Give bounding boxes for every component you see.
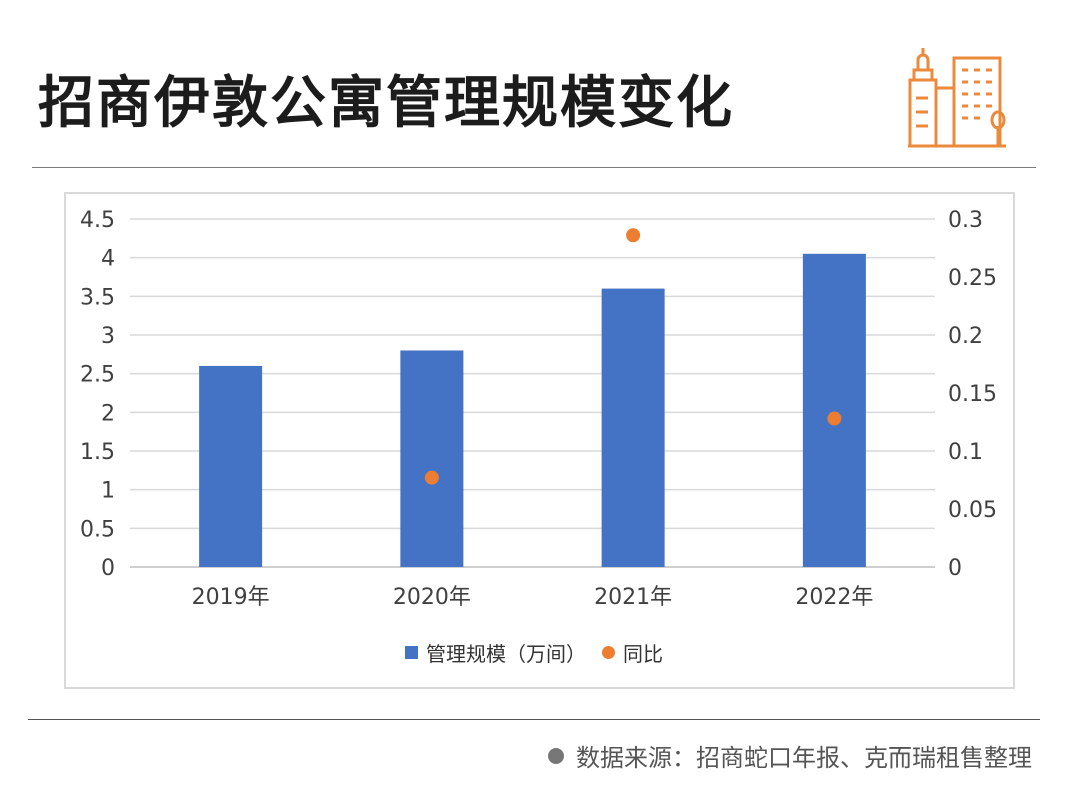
x-tick-label: 2022年 bbox=[795, 585, 873, 610]
y-left-tick-label: 0.5 bbox=[80, 517, 115, 542]
yoy-point-2020年 bbox=[424, 470, 439, 485]
y-right-tick-label: 0.3 bbox=[948, 208, 983, 233]
building-icon bbox=[908, 48, 1006, 148]
bar-2022年 bbox=[802, 253, 866, 568]
y-right-tick-label: 0 bbox=[948, 556, 962, 581]
legend-bar-swatch bbox=[405, 645, 418, 659]
page-title: 招商伊敦公寓管理规模变化 bbox=[38, 71, 734, 136]
y-right-tick-label: 0.25 bbox=[948, 266, 997, 291]
chart-legend: 管理规模（万间） 同比 bbox=[405, 638, 663, 666]
y-right-tick-label: 0.1 bbox=[948, 440, 983, 465]
legend-label-scale: 管理规模（万间） bbox=[426, 641, 586, 666]
bar-2019年 bbox=[199, 365, 263, 567]
y-left-tick-label: 1.5 bbox=[80, 440, 115, 465]
x-tick-label: 2019年 bbox=[192, 585, 270, 610]
bullet-icon bbox=[548, 747, 564, 764]
y-left-tick-label: 4 bbox=[101, 247, 115, 272]
y-left-tick-label: 2 bbox=[101, 401, 115, 426]
y-right-tick-label: 0.15 bbox=[948, 382, 997, 407]
legend-label-yoy: 同比 bbox=[623, 641, 663, 666]
bar-2020年 bbox=[400, 350, 464, 567]
title-divider bbox=[32, 167, 1036, 168]
y-left-tick-label: 3 bbox=[101, 324, 115, 349]
x-tick-label: 2021年 bbox=[594, 585, 672, 610]
legend-dot-swatch bbox=[602, 645, 615, 659]
yoy-point-2022年 bbox=[827, 411, 842, 426]
bar-2021年 bbox=[601, 288, 665, 567]
y-left-tick-label: 2.5 bbox=[80, 363, 115, 388]
yoy-point-2021年 bbox=[626, 228, 641, 243]
y-left-tick-label: 0 bbox=[101, 556, 115, 581]
y-left-tick-label: 1 bbox=[101, 479, 115, 504]
source-note: 数据来源：招商蛇口年报、克而瑞租售整理 bbox=[548, 738, 1032, 773]
y-right-tick-label: 0.2 bbox=[948, 324, 983, 349]
footer-divider bbox=[28, 719, 1040, 720]
x-tick-label: 2020年 bbox=[393, 585, 471, 610]
y-left-tick-label: 4.5 bbox=[80, 208, 115, 233]
y-left-tick-label: 3.5 bbox=[80, 285, 115, 310]
source-text: 数据来源：招商蛇口年报、克而瑞租售整理 bbox=[576, 744, 1032, 772]
y-right-tick-label: 0.05 bbox=[948, 498, 997, 523]
